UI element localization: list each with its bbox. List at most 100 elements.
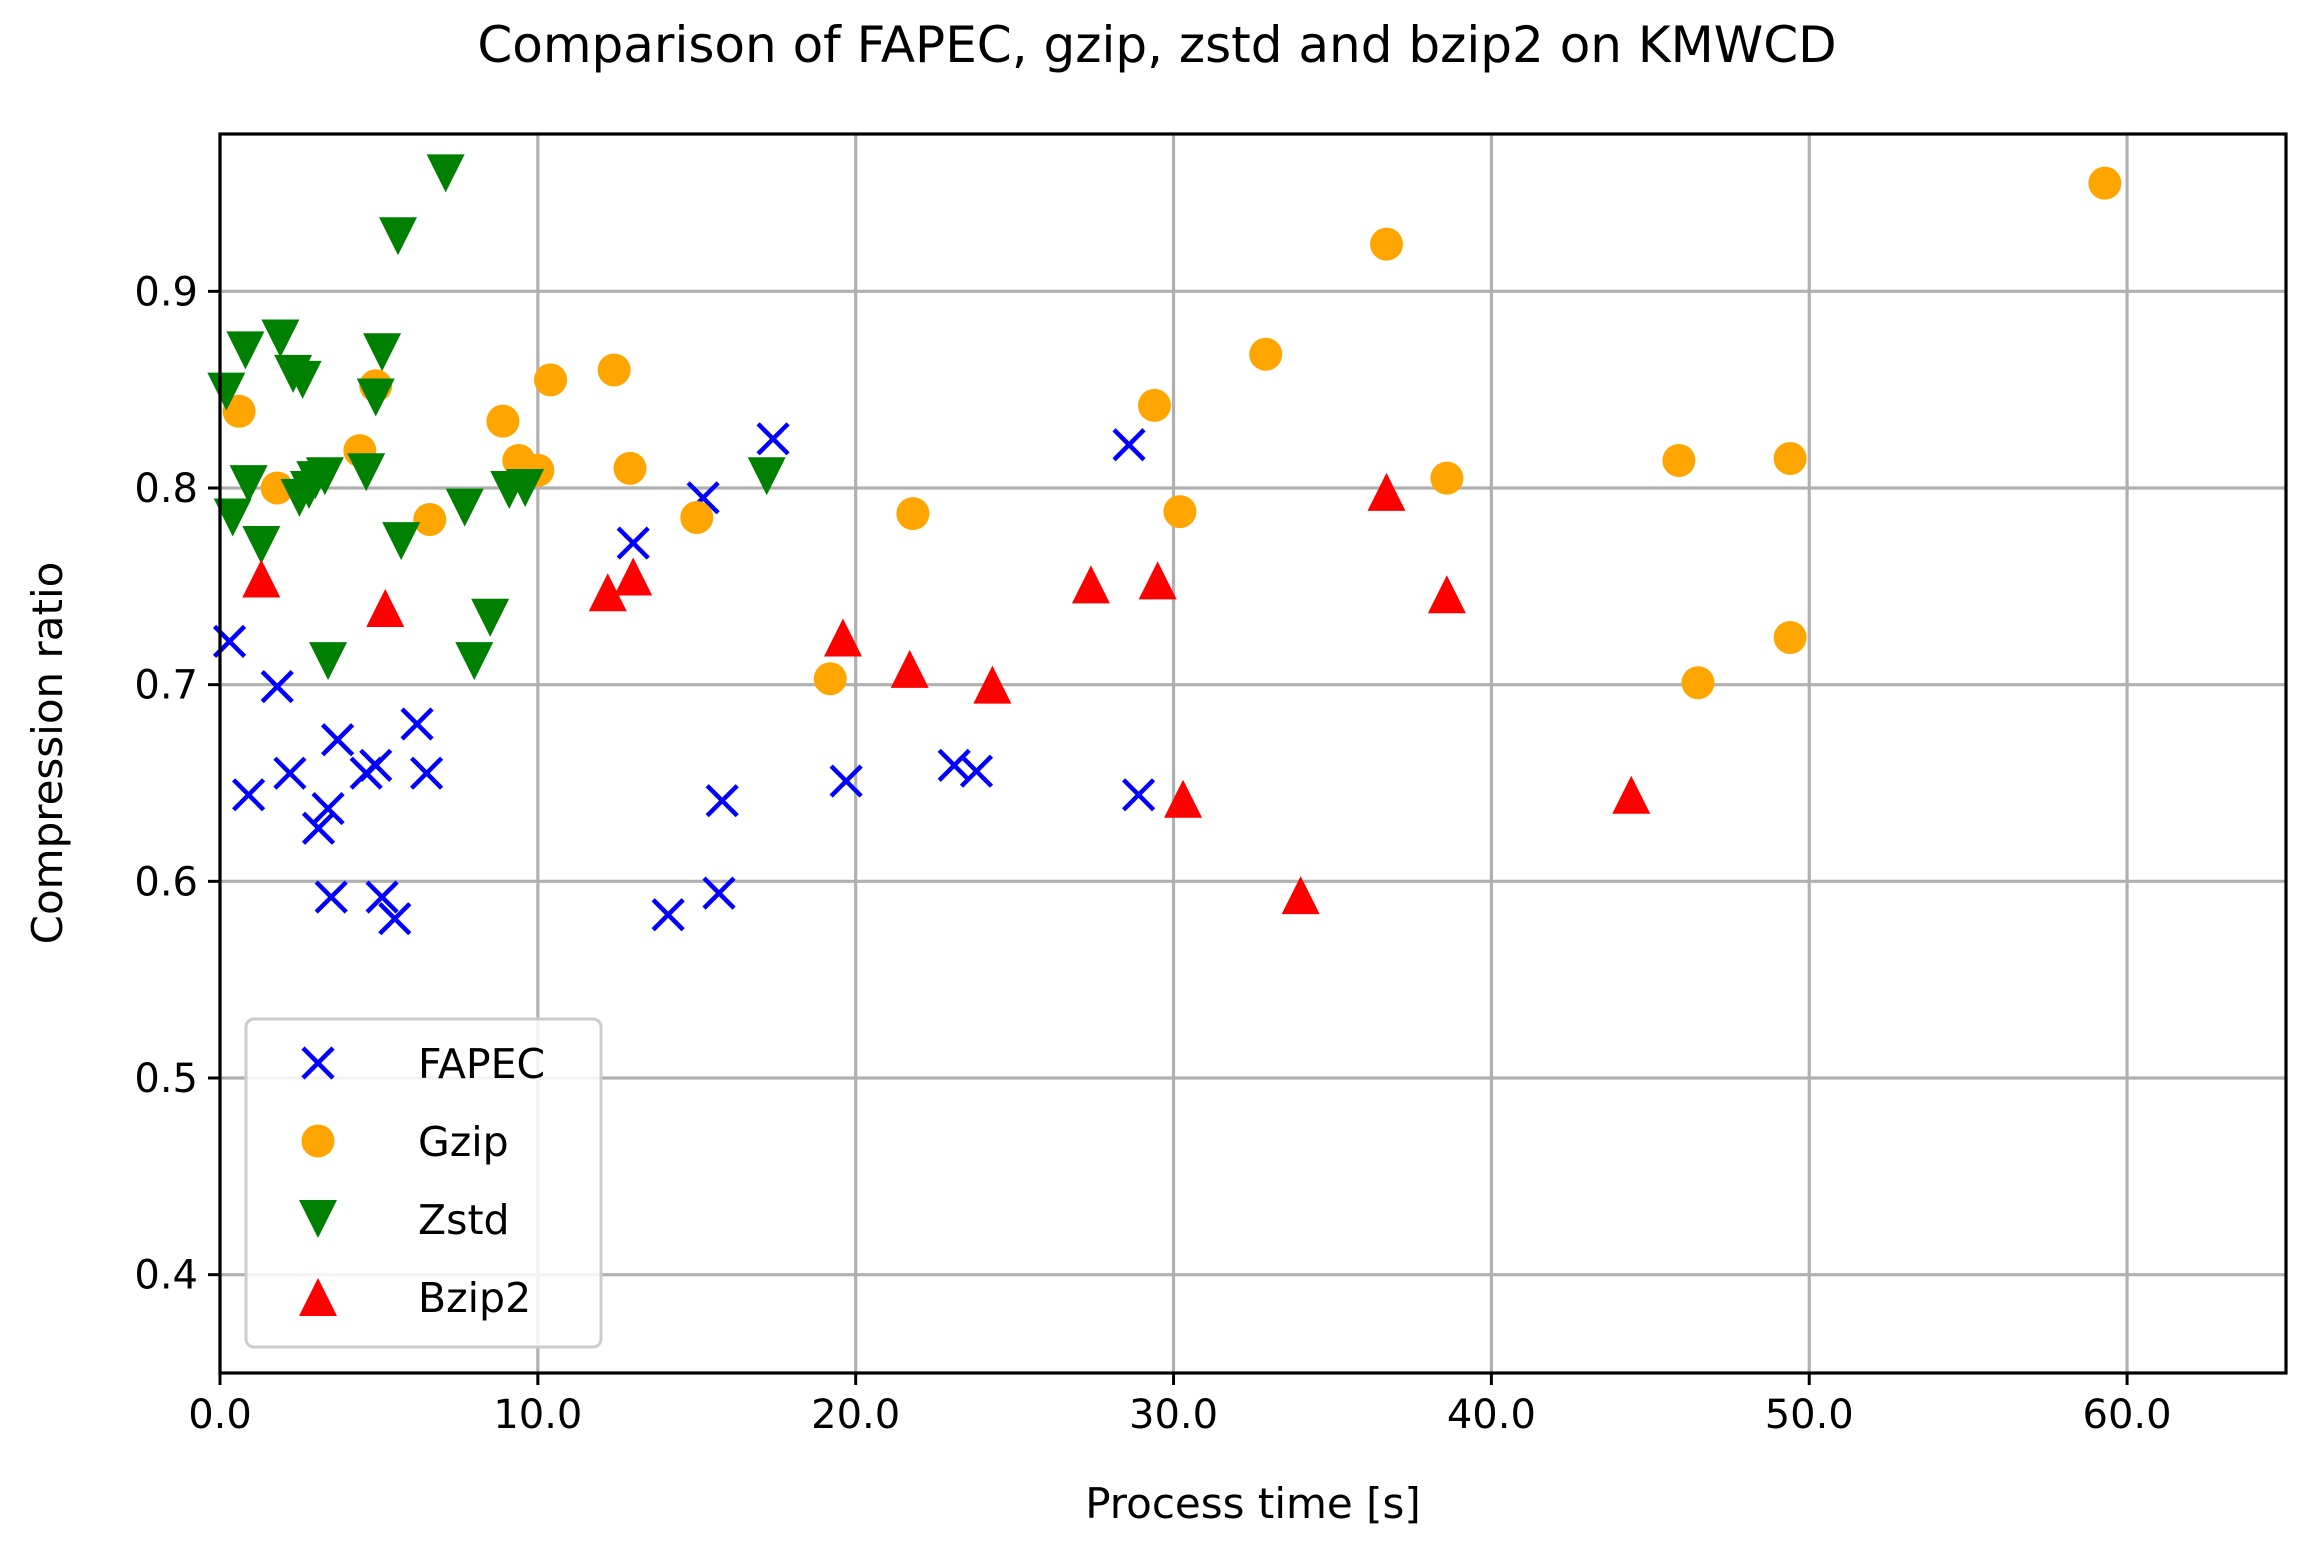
- y-tick-label: 0.8: [134, 466, 198, 512]
- y-tick-label: 0.6: [134, 859, 198, 905]
- zstd-point: [426, 154, 465, 193]
- fapec-point: [651, 898, 685, 932]
- gzip-point: [1163, 495, 1197, 529]
- legend-marker-fapec: [301, 1046, 335, 1080]
- x-tick-label: 30.0: [1129, 1392, 1218, 1438]
- zstd-point: [445, 488, 484, 527]
- gzip-point: [2088, 166, 2122, 200]
- gzip-point: [486, 404, 520, 438]
- bzip2-point: [973, 665, 1012, 704]
- gzip-point: [1773, 620, 1807, 654]
- fapec-point: [365, 880, 399, 914]
- bzip2-point: [1071, 565, 1110, 604]
- gzip-point: [1249, 337, 1283, 371]
- zstd-point: [347, 453, 386, 492]
- x-tick-label: 50.0: [1765, 1392, 1854, 1438]
- bzip2-point: [823, 618, 862, 657]
- gzip-point: [222, 394, 256, 428]
- zstd-point: [356, 378, 395, 417]
- legend-marker-gzip: [301, 1124, 335, 1158]
- legend-label-fapec: FAPEC: [418, 1040, 545, 1088]
- fapec-point: [400, 707, 434, 741]
- zstd-point: [226, 331, 265, 370]
- bzip2-point: [1138, 561, 1177, 600]
- chart-title: Comparison of FAPEC, gzip, zstd and bzip…: [477, 16, 1836, 74]
- bzip2-point: [1281, 876, 1320, 915]
- data-points: [207, 154, 2122, 936]
- zstd-point: [378, 217, 417, 256]
- bzip2-point: [614, 557, 653, 596]
- zstd-point: [382, 522, 421, 561]
- fapec-point: [702, 876, 736, 910]
- gzip-point: [813, 662, 847, 696]
- axis-ticks: 0.0 10.0 20.0 30.0 40.0 50.0 60.0 0.4 0.5 0.6 0.7 0…: [134, 269, 2171, 1438]
- zstd-point: [242, 526, 281, 565]
- y-tick-label: 0.7: [134, 663, 198, 709]
- gzip-point: [1681, 666, 1715, 700]
- gzip-point: [1137, 388, 1171, 422]
- gzip-point: [413, 502, 447, 536]
- fapec-point: [1121, 778, 1156, 812]
- zstd-point: [283, 360, 322, 399]
- zstd-point: [309, 642, 348, 681]
- x-tick-label: 20.0: [811, 1392, 900, 1438]
- fapec-point: [705, 784, 739, 818]
- y-tick-label: 0.4: [134, 1253, 198, 1299]
- gzip-point: [1369, 227, 1403, 261]
- zstd-point: [261, 319, 300, 358]
- gzip-point: [680, 501, 714, 534]
- legend-label-zstd: Zstd: [418, 1196, 510, 1244]
- zstd-point: [213, 498, 252, 537]
- legend-box: [244, 1017, 603, 1349]
- fapec-point: [314, 880, 348, 914]
- fapec-point: [410, 756, 444, 790]
- fapec-point: [273, 756, 307, 790]
- x-tick-label: 60.0: [2083, 1392, 2172, 1438]
- gzip-point: [896, 497, 930, 531]
- fapec-point: [616, 526, 650, 560]
- fapec-point: [937, 748, 971, 782]
- bzip2-point: [588, 573, 627, 612]
- fapec-point: [378, 902, 412, 936]
- gzip-point: [1773, 442, 1807, 475]
- zstd-point: [305, 457, 344, 496]
- bzip2-point: [1427, 575, 1466, 614]
- y-tick-label: 0.5: [134, 1056, 198, 1102]
- legend-label-bzip2: Bzip2: [418, 1274, 531, 1322]
- gzip-point: [613, 451, 647, 485]
- bzip2-point: [1612, 775, 1651, 814]
- plot-frame: [218, 132, 2288, 1375]
- legend: FAPEC Gzip Zstd Bzip2: [244, 1017, 603, 1349]
- bzip2-point: [890, 649, 929, 688]
- gzip-point: [534, 363, 568, 397]
- bzip2-point: [366, 588, 405, 627]
- fapec-point: [959, 754, 994, 788]
- y-tick-label: 0.9: [134, 269, 198, 315]
- fapec-point: [301, 811, 336, 845]
- bzip2-point: [242, 559, 281, 598]
- gzip-point: [1430, 461, 1464, 495]
- bzip2-point: [1164, 779, 1203, 818]
- fapec-point: [311, 791, 345, 826]
- zstd-point: [506, 469, 545, 507]
- legend-marker-zstd: [299, 1200, 337, 1238]
- zstd-point: [363, 333, 402, 372]
- x-tick-label: 40.0: [1447, 1392, 1536, 1438]
- gzip-point: [1662, 443, 1696, 477]
- x-tick-label: 10.0: [493, 1392, 582, 1438]
- fapec-point: [321, 723, 355, 757]
- fapec-point: [1112, 428, 1146, 462]
- zstd-point: [471, 598, 510, 637]
- gzip-point: [597, 353, 631, 387]
- y-axis-label: Compression ratio: [23, 562, 72, 945]
- fapec-point: [756, 422, 790, 456]
- fapec-point: [260, 670, 294, 704]
- x-tick-label: 0.0: [188, 1392, 252, 1438]
- fapec-point: [359, 748, 393, 782]
- zstd-point: [207, 372, 246, 411]
- fapec-point: [829, 764, 863, 798]
- zstd-point: [229, 465, 268, 504]
- bzip2-point: [1367, 472, 1406, 511]
- fapec-point: [232, 778, 266, 812]
